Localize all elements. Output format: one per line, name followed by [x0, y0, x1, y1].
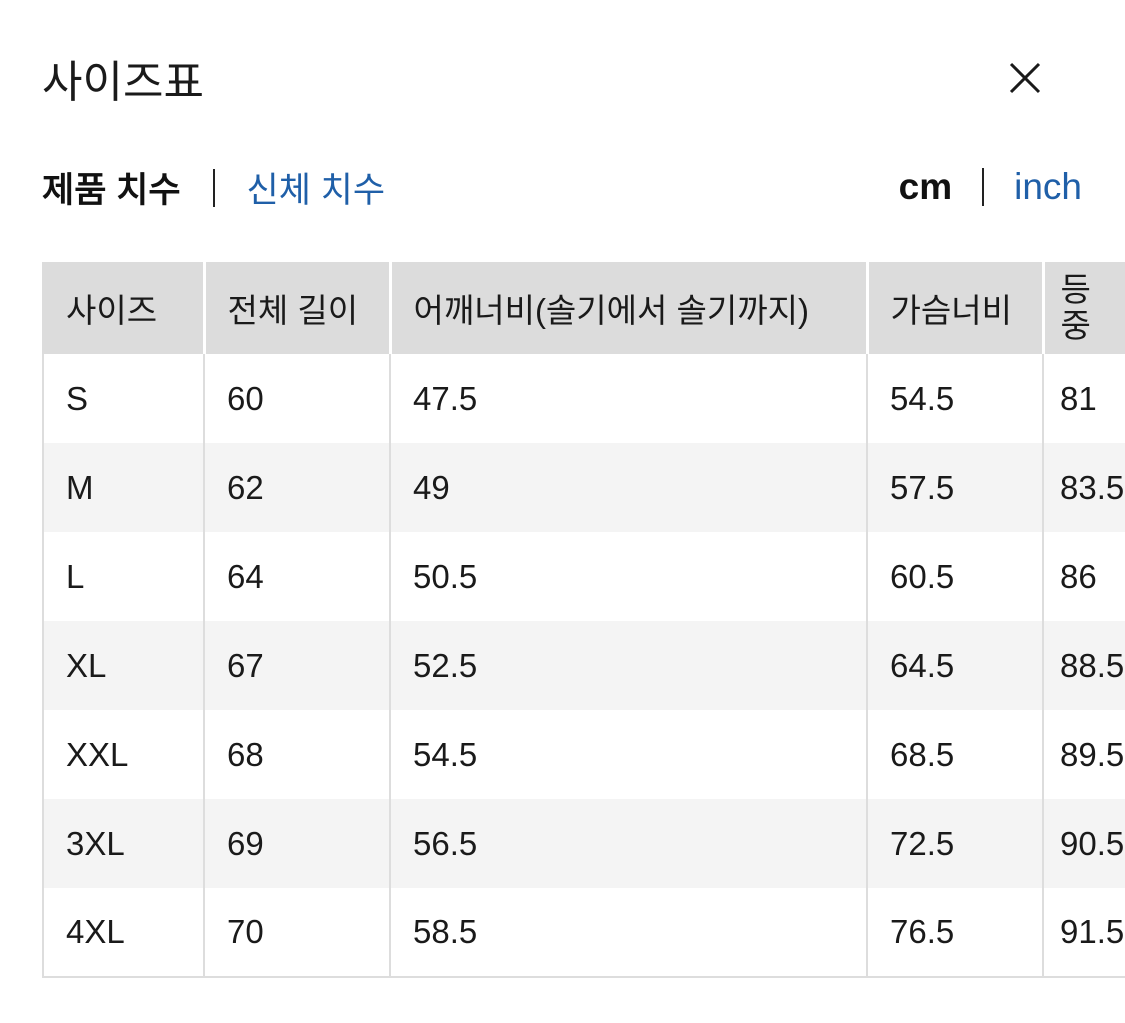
table-cell: 72.5 — [866, 799, 1043, 888]
table-cell: L — [42, 532, 204, 621]
table-cell: 68 — [203, 710, 390, 799]
table-cell: 86 — [1042, 532, 1125, 621]
size-table: 사이즈 전체 길이 어깨너비(솔기에서 솔기까지) 가슴너비 등 중 S 60 47.5 54… — [42, 262, 1125, 978]
table-cell: S — [42, 354, 204, 443]
column-header: 어깨너비(솔기에서 솔기까지) — [388, 262, 867, 354]
table-cell: 56.5 — [389, 799, 867, 888]
tab-body-size[interactable]: 신체 치수 — [246, 171, 386, 210]
table-cell: M — [42, 443, 204, 532]
table-cell: 68.5 — [866, 710, 1043, 799]
table-cell: 90.5 — [1042, 799, 1125, 888]
close-icon — [1009, 62, 1041, 94]
table-cell: XL — [42, 621, 204, 710]
table-cell: 70 — [203, 888, 390, 978]
table-cell: 91.5 — [1042, 888, 1125, 978]
table-cell: 58.5 — [389, 888, 867, 978]
table-header-row: 사이즈 전체 길이 어깨너비(솔기에서 솔기까지) 가슴너비 등 중 — [42, 262, 1125, 354]
table-row: XL 67 52.5 64.5 88.5 — [42, 621, 1125, 710]
column-header: 가슴너비 — [865, 262, 1043, 354]
measurement-tabs: 제품 치수 신체 치수 — [42, 162, 385, 213]
table-cell: 83.5 — [1042, 443, 1125, 532]
column-header: 사이즈 — [42, 262, 204, 354]
column-header: 전체 길이 — [202, 262, 390, 354]
table-row: L 64 50.5 60.5 86 — [42, 532, 1125, 621]
table-cell: 60 — [203, 354, 390, 443]
table-cell: 81 — [1042, 354, 1125, 443]
table-cell: 47.5 — [389, 354, 867, 443]
table-row: M 62 49 57.5 83.5 — [42, 443, 1125, 532]
table-cell: 52.5 — [389, 621, 867, 710]
column-header: 등 중 — [1041, 262, 1125, 354]
table-cell: 89.5 — [1042, 710, 1125, 799]
table-cell: 64 — [203, 532, 390, 621]
table-row: 4XL 70 58.5 76.5 91.5 — [42, 888, 1125, 978]
table-cell: 54.5 — [389, 710, 867, 799]
page-title: 사이즈표 — [42, 58, 204, 107]
table-cell: 57.5 — [866, 443, 1043, 532]
unit-inch[interactable]: inch — [1014, 166, 1082, 207]
table-cell: 64.5 — [866, 621, 1043, 710]
table-cell: 69 — [203, 799, 390, 888]
unit-toggle: cm inch — [899, 166, 1082, 208]
table-cell: 3XL — [42, 799, 204, 888]
table-cell: 76.5 — [866, 888, 1043, 978]
table-cell: 62 — [203, 443, 390, 532]
size-table-container[interactable]: 사이즈 전체 길이 어깨너비(솔기에서 솔기까지) 가슴너비 등 중 S 60 47.5 54… — [42, 262, 1125, 978]
table-cell: 49 — [389, 443, 867, 532]
divider — [212, 168, 215, 207]
tab-product-size[interactable]: 제품 치수 — [42, 171, 181, 210]
unit-cm[interactable]: cm — [898, 166, 953, 207]
table-cell: 50.5 — [389, 532, 867, 621]
table-row: 3XL 69 56.5 72.5 90.5 — [42, 799, 1125, 888]
table-cell: 67 — [203, 621, 390, 710]
divider — [982, 168, 985, 206]
table-cell: XXL — [42, 710, 204, 799]
close-button[interactable] — [1005, 58, 1045, 98]
table-cell: 88.5 — [1042, 621, 1125, 710]
table-cell: 60.5 — [866, 532, 1043, 621]
table-cell: 54.5 — [866, 354, 1043, 443]
table-row: S 60 47.5 54.5 81 — [42, 354, 1125, 443]
table-row: XXL 68 54.5 68.5 89.5 — [42, 710, 1125, 799]
table-cell: 4XL — [42, 888, 204, 978]
